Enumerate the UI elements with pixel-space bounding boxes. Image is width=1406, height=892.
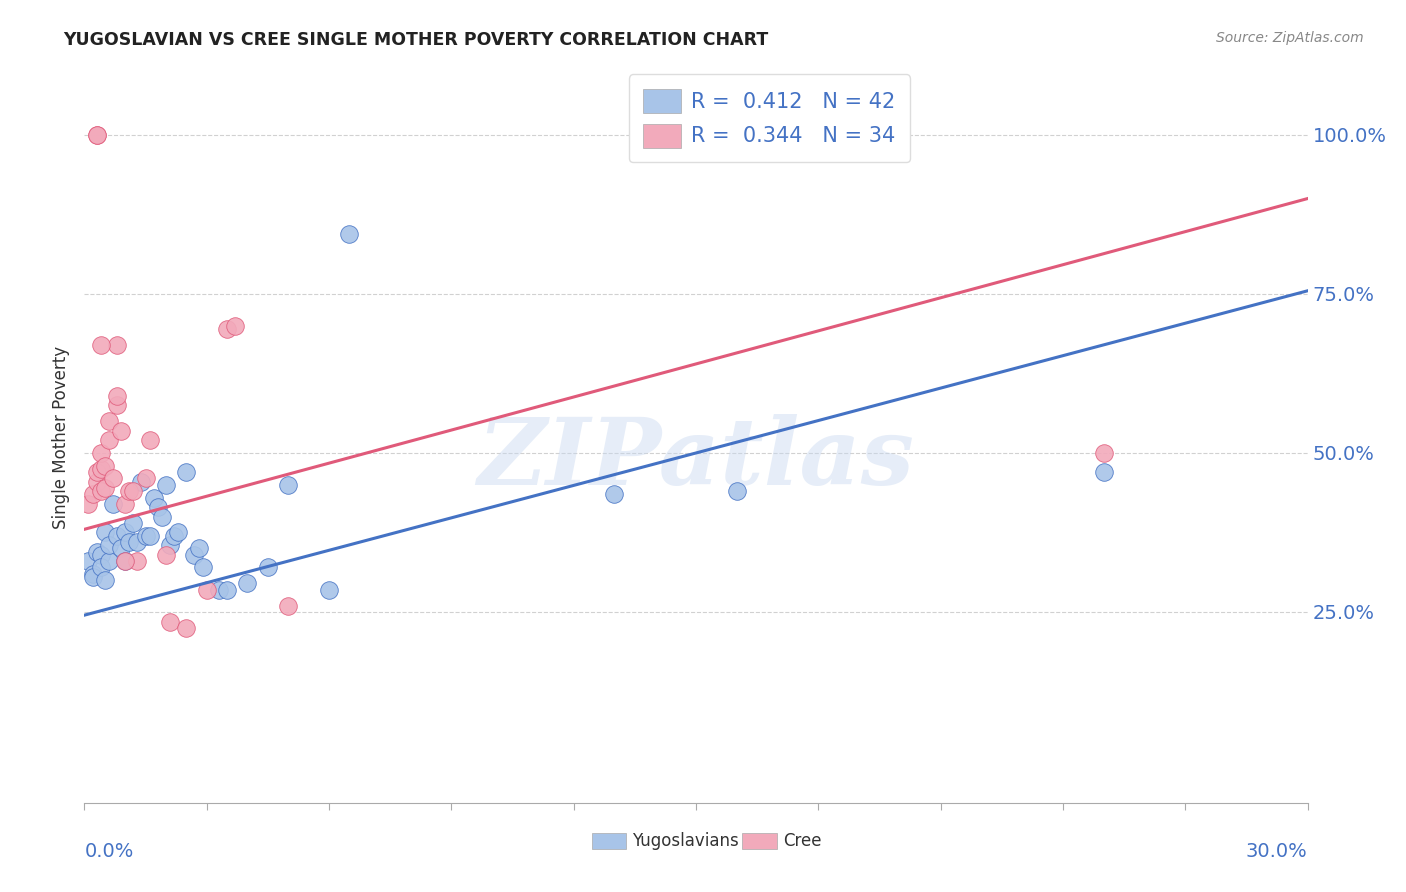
Text: 30.0%: 30.0% bbox=[1246, 842, 1308, 861]
Text: Yugoslavians: Yugoslavians bbox=[633, 832, 740, 850]
Point bbox=[159, 615, 181, 629]
Point bbox=[82, 566, 104, 581]
Point bbox=[142, 491, 165, 505]
Point bbox=[135, 529, 157, 543]
Point bbox=[82, 487, 104, 501]
Point bbox=[93, 525, 115, 540]
Point bbox=[86, 128, 108, 142]
Text: Source: ZipAtlas.com: Source: ZipAtlas.com bbox=[1216, 31, 1364, 45]
Point bbox=[90, 560, 112, 574]
Point bbox=[101, 471, 124, 485]
Point bbox=[277, 477, 299, 491]
Point bbox=[1092, 465, 1115, 479]
Point bbox=[110, 541, 132, 556]
Point bbox=[90, 338, 112, 352]
Point bbox=[208, 582, 231, 597]
Point bbox=[135, 471, 157, 485]
Point bbox=[101, 497, 124, 511]
Point bbox=[118, 484, 141, 499]
Point bbox=[183, 548, 205, 562]
Point bbox=[90, 484, 112, 499]
Point bbox=[114, 525, 136, 540]
Point bbox=[217, 582, 239, 597]
Point bbox=[86, 128, 108, 142]
Point bbox=[1092, 446, 1115, 460]
Point bbox=[97, 554, 120, 568]
Point bbox=[146, 500, 169, 514]
Text: Cree: Cree bbox=[783, 832, 821, 850]
Point bbox=[339, 227, 361, 241]
Point bbox=[155, 477, 177, 491]
Point bbox=[131, 475, 153, 489]
Point bbox=[159, 538, 181, 552]
Point bbox=[82, 570, 104, 584]
Point bbox=[90, 462, 112, 476]
Point bbox=[110, 424, 132, 438]
Point bbox=[257, 560, 280, 574]
Text: YUGOSLAVIAN VS CREE SINGLE MOTHER POVERTY CORRELATION CHART: YUGOSLAVIAN VS CREE SINGLE MOTHER POVERT… bbox=[63, 31, 769, 49]
Point bbox=[86, 544, 108, 558]
Point bbox=[86, 465, 108, 479]
Text: 0.0%: 0.0% bbox=[84, 842, 134, 861]
Point bbox=[163, 529, 186, 543]
Point bbox=[725, 484, 748, 499]
Point bbox=[277, 599, 299, 613]
Point bbox=[114, 554, 136, 568]
Point bbox=[224, 318, 246, 333]
Point bbox=[217, 322, 239, 336]
Point bbox=[90, 446, 112, 460]
Point bbox=[77, 554, 100, 568]
Point bbox=[105, 338, 128, 352]
Point bbox=[97, 414, 120, 428]
Point bbox=[127, 535, 149, 549]
Point bbox=[174, 621, 197, 635]
Point bbox=[90, 548, 112, 562]
Point bbox=[122, 484, 145, 499]
Point bbox=[174, 465, 197, 479]
Point bbox=[93, 458, 115, 473]
Point bbox=[105, 389, 128, 403]
FancyBboxPatch shape bbox=[742, 833, 776, 849]
Legend: R =  0.412   N = 42, R =  0.344   N = 34: R = 0.412 N = 42, R = 0.344 N = 34 bbox=[628, 74, 910, 162]
Point bbox=[114, 497, 136, 511]
Point bbox=[236, 576, 259, 591]
Point bbox=[127, 554, 149, 568]
Point bbox=[167, 525, 190, 540]
Point bbox=[187, 541, 209, 556]
Point bbox=[105, 529, 128, 543]
Point bbox=[93, 573, 115, 587]
Point bbox=[138, 529, 160, 543]
Point bbox=[150, 509, 173, 524]
Point bbox=[114, 554, 136, 568]
Point bbox=[603, 487, 626, 501]
Point bbox=[77, 497, 100, 511]
Point bbox=[97, 538, 120, 552]
Point bbox=[105, 398, 128, 412]
Point bbox=[93, 481, 115, 495]
Point bbox=[97, 434, 120, 448]
Point bbox=[118, 535, 141, 549]
Point bbox=[195, 582, 218, 597]
Point bbox=[122, 516, 145, 530]
Point bbox=[318, 582, 340, 597]
Point bbox=[86, 475, 108, 489]
Point bbox=[138, 434, 160, 448]
Text: ZIPatlas: ZIPatlas bbox=[478, 414, 914, 504]
Y-axis label: Single Mother Poverty: Single Mother Poverty bbox=[52, 345, 70, 529]
Point bbox=[191, 560, 214, 574]
FancyBboxPatch shape bbox=[592, 833, 626, 849]
Point bbox=[155, 548, 177, 562]
